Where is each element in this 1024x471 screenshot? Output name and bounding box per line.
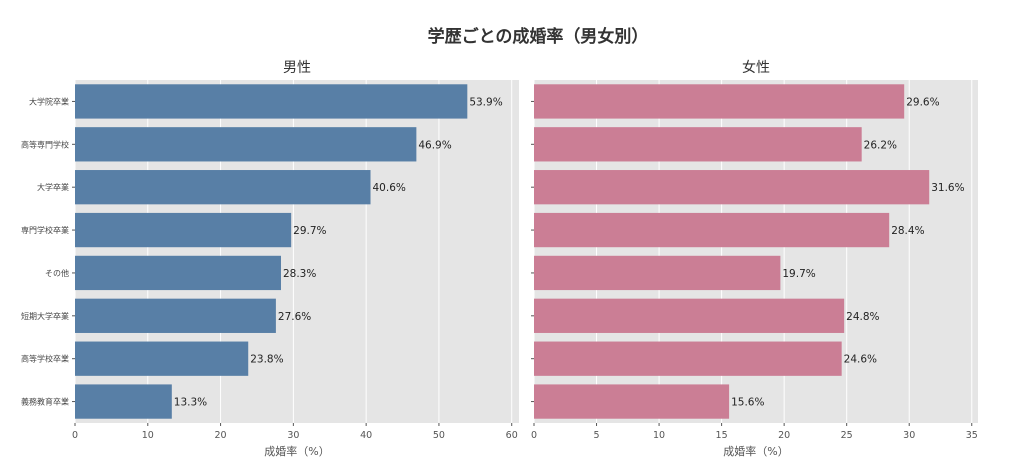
- bar: [75, 384, 172, 419]
- x-tick-label: 20: [215, 430, 227, 441]
- data-label: 23.8%: [250, 354, 283, 366]
- panel-female: 女性 29.6% 26.2% 31.6% 28.4% 19.7% 24.8% 24.6% 15.…: [531, 59, 978, 458]
- panel-male: 男性 53.9% 大学院卒業 46.9% 高等専門学校 40.6% 大学卒業 29.7% 専門学…: [21, 60, 519, 458]
- data-label: 28.3%: [283, 268, 316, 280]
- bar: [534, 170, 930, 205]
- data-label: 53.9%: [469, 96, 502, 108]
- bar: [75, 84, 468, 119]
- bar: [534, 127, 862, 162]
- x-tick-label: 20: [778, 430, 790, 441]
- y-tick-label: 短期大学卒業: [21, 311, 69, 321]
- y-tick-label: 大学院卒業: [29, 96, 69, 106]
- x-tick-label: 40: [360, 430, 372, 441]
- bar: [75, 127, 417, 162]
- x-axis-label-female: 成婚率（%）: [723, 444, 788, 458]
- x-tick-label: 25: [841, 430, 853, 441]
- y-tick-label: 高等専門学校: [21, 139, 69, 149]
- data-label: 15.6%: [731, 397, 764, 409]
- bar: [534, 84, 905, 119]
- x-tick-label: 60: [506, 430, 518, 441]
- x-tick-label: 0: [72, 430, 78, 441]
- bar: [534, 255, 781, 291]
- bar: [75, 212, 292, 248]
- bar: [534, 212, 890, 248]
- y-tick-label: 義務教育卒業: [21, 397, 69, 407]
- bar: [75, 341, 249, 376]
- data-label: 29.7%: [293, 225, 326, 237]
- panel-title-female: 女性: [742, 59, 770, 76]
- x-tick-label: 30: [903, 430, 915, 441]
- data-label: 13.3%: [174, 397, 207, 409]
- x-tick-label: 5: [594, 430, 600, 441]
- data-label: 19.7%: [782, 268, 815, 280]
- x-tick-label: 10: [142, 430, 154, 441]
- y-tick-label: その他: [45, 268, 69, 278]
- bar: [75, 255, 281, 291]
- data-label: 28.4%: [891, 225, 924, 237]
- x-tick-label: 10: [653, 430, 665, 441]
- figure-title: 学歴ごとの成婚率（男女別）: [428, 26, 649, 47]
- panel-title-male: 男性: [283, 60, 311, 76]
- y-tick-label: 専門学校卒業: [21, 225, 69, 235]
- data-label: 40.6%: [373, 182, 406, 194]
- data-label: 24.6%: [844, 354, 877, 366]
- x-tick-label: 30: [287, 430, 299, 441]
- x-tick-label: 15: [716, 430, 728, 441]
- y-tick-label: 高等学校卒業: [21, 354, 69, 364]
- y-tick-label: 大学卒業: [37, 182, 69, 192]
- data-label: 46.9%: [418, 139, 451, 151]
- data-label: 24.8%: [846, 311, 879, 323]
- bar: [534, 384, 730, 419]
- bar: [534, 341, 842, 376]
- x-tick-label: 35: [966, 430, 978, 441]
- data-label: 26.2%: [864, 139, 897, 151]
- bar: [75, 298, 276, 333]
- bar: [534, 298, 845, 333]
- x-tick-label: 50: [433, 430, 445, 441]
- data-label: 27.6%: [278, 311, 311, 323]
- data-label: 31.6%: [931, 182, 964, 194]
- x-axis-label-male: 成婚率（%）: [264, 444, 329, 458]
- data-label: 29.6%: [906, 96, 939, 108]
- bar: [75, 170, 371, 205]
- x-tick-label: 0: [531, 430, 537, 441]
